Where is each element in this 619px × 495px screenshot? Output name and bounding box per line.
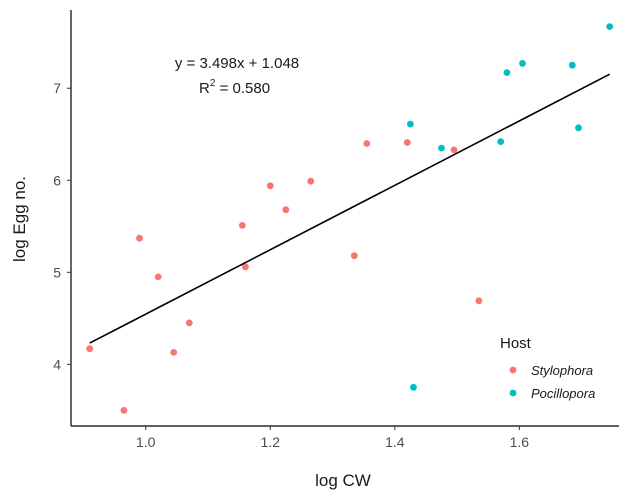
data-point-stylophora	[476, 297, 483, 304]
data-point-stylophora	[239, 222, 246, 229]
data-point-stylophora	[155, 274, 162, 281]
legend-title: Host	[500, 335, 532, 352]
x-tick-label: 1.0	[136, 434, 156, 450]
y-tick-label: 6	[53, 172, 61, 188]
x-axis-ticks: 1.0 1.2 1.4 1.6	[136, 426, 529, 450]
data-point-stylophora	[186, 320, 193, 327]
data-point-stylophora	[307, 178, 314, 185]
data-point-pocillopora	[407, 121, 414, 128]
regression-equation: y = 3.498x + 1.048	[175, 55, 299, 72]
data-point-pocillopora	[606, 23, 613, 30]
data-point-stylophora	[136, 235, 143, 242]
data-point-stylophora	[351, 252, 358, 259]
data-point-pocillopora	[504, 69, 511, 76]
data-point-stylophora	[267, 182, 274, 189]
legend-label-stylophora: Stylophora	[531, 363, 593, 378]
legend: Host Stylophora Pocillopora	[500, 335, 595, 401]
y-tick-label: 5	[53, 264, 61, 280]
legend-marker-pocillopora	[510, 390, 517, 397]
data-point-stylophora	[86, 345, 93, 352]
r-squared-value: = 0.580	[215, 80, 270, 97]
data-point-pocillopora	[438, 145, 445, 152]
x-tick-label: 1.2	[261, 434, 281, 450]
legend-label-pocillopora: Pocillopora	[531, 386, 595, 401]
data-point-stylophora	[282, 206, 289, 213]
x-axis-title: log CW	[315, 471, 371, 490]
y-axis-title: log Egg no.	[10, 176, 29, 262]
data-point-pocillopora	[497, 138, 504, 145]
y-tick-label: 7	[53, 80, 61, 96]
x-tick-label: 1.4	[385, 434, 405, 450]
data-point-pocillopora	[569, 62, 576, 69]
data-point-stylophora	[170, 349, 177, 356]
y-axis-ticks: 4 5 6 7	[53, 80, 71, 372]
legend-marker-stylophora	[510, 367, 517, 374]
r-squared-label: R2 = 0.580	[199, 78, 270, 97]
data-points	[86, 23, 613, 414]
data-point-stylophora	[363, 140, 370, 147]
r-squared-r: R	[199, 80, 210, 97]
data-point-pocillopora	[575, 124, 582, 131]
regression-line	[90, 74, 610, 343]
data-point-pocillopora	[519, 60, 526, 67]
data-point-stylophora	[451, 147, 458, 154]
data-point-stylophora	[121, 407, 128, 414]
x-tick-label: 1.6	[510, 434, 530, 450]
data-point-stylophora	[404, 139, 411, 146]
data-point-pocillopora	[410, 384, 417, 391]
y-tick-label: 4	[53, 356, 61, 372]
